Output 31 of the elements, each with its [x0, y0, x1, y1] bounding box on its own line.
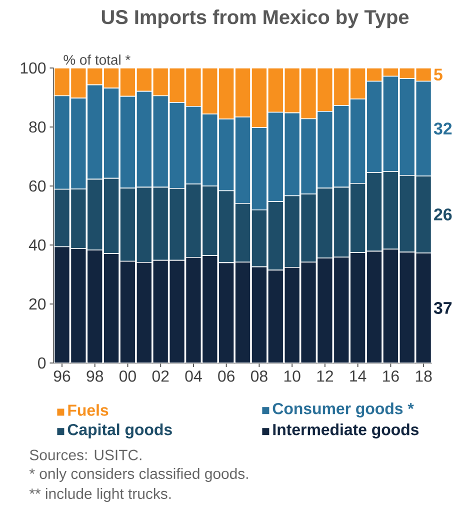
x-tick-label: 08 [250, 370, 268, 382]
legend-label: Fuels [68, 404, 108, 416]
chart-title: US Imports from Mexico by Type [102, 10, 409, 28]
x-tick-label: 02 [152, 370, 169, 382]
x-tick-label: 10 [284, 370, 300, 382]
x-tick-label: 16 [383, 370, 399, 382]
x-tick-label: 12 [317, 370, 334, 382]
y-axis-title: % of total * [64, 54, 130, 65]
y-tick-label: 80 [29, 121, 46, 133]
text: ** include light trucks. [29, 488, 171, 502]
x-tick-label: 04 [185, 370, 202, 382]
x-tick-label: 18 [416, 370, 432, 382]
x-tick-label: 96 [54, 370, 70, 382]
y-tick-label: 100 [20, 62, 46, 74]
source-note: Sources: USITC. [30, 450, 142, 460]
x-tick-label: 06 [218, 370, 234, 382]
legend-label: Capital goods [68, 424, 172, 438]
y-tick-label: 20 [29, 298, 46, 310]
data-label: 5 [434, 68, 442, 81]
text: * only considers classified goods. [29, 468, 248, 482]
data-label: 37 [434, 302, 452, 314]
x-tick-label: 98 [86, 370, 104, 382]
y-tick-label: 60 [29, 180, 46, 192]
y-tick-label: 40 [28, 239, 46, 251]
x-tick-label: 14 [350, 370, 366, 382]
legend-label: Consumer goods * [272, 402, 414, 418]
y-tick-label: 0 [38, 357, 46, 369]
text: Intermediate goods [273, 424, 419, 438]
data-label: 32 [434, 122, 452, 135]
x-tick-label: 00 [120, 370, 136, 382]
data-label: 26 [434, 208, 452, 220]
